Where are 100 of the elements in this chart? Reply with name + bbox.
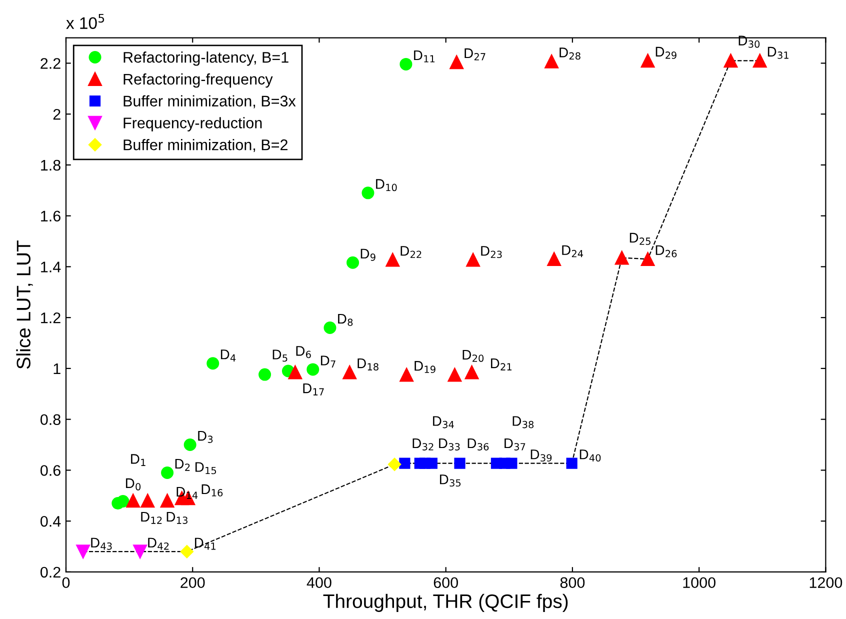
annotation: D$_{40}$ — [580, 450, 601, 462]
point — [184, 438, 196, 452]
point — [160, 494, 174, 508]
point — [362, 186, 374, 200]
point — [388, 458, 402, 471]
x-tick-label: 0 — [62, 577, 70, 588]
annotation: D$_{19}$ — [414, 361, 436, 374]
annotation: D$_{15}$ — [195, 462, 216, 474]
x-tick-label: 1200 — [810, 577, 842, 588]
point — [544, 54, 559, 68]
annotation: D$_{18}$ — [358, 358, 378, 370]
point — [724, 54, 738, 68]
point — [454, 458, 466, 469]
x-tick-label: 600 — [434, 577, 458, 588]
annotation: D$_{3}$ — [198, 431, 213, 443]
annotation: D$_{35}$ — [440, 474, 461, 487]
point — [450, 55, 464, 70]
legend-label: Refactoring-latency, B=1 — [124, 52, 288, 66]
annotation: D$_{17}$ — [303, 384, 324, 396]
annotation: D$_{39}$ — [530, 450, 552, 462]
text: x 10$^{5}$ — [66, 14, 104, 30]
annotation: D$_{42}$ — [148, 538, 169, 550]
point — [400, 58, 412, 70]
legend-label: Buffer minimization, B=2 — [124, 139, 288, 152]
y-tick-label: 0.2 — [40, 566, 60, 578]
point — [116, 494, 130, 508]
y-tick-label: 0.8 — [40, 414, 60, 426]
point — [126, 494, 140, 508]
annotation: D$_{37}$ — [504, 438, 526, 450]
x-tick-label: 400 — [306, 577, 332, 588]
point — [566, 458, 578, 469]
annotation: D$_{6}$ — [296, 346, 311, 358]
annotation: D$_{21}$ — [490, 358, 512, 370]
legend-label: Frequency-reduction — [124, 117, 262, 132]
annotation: D$_{16}$ — [202, 484, 223, 496]
point — [324, 322, 336, 334]
annotation: D$_{10}$ — [376, 179, 397, 192]
annotation: D$_{7}$ — [320, 356, 336, 368]
x-tick-label: 200 — [180, 577, 205, 588]
point — [386, 252, 400, 267]
point — [400, 368, 414, 382]
point — [258, 368, 272, 381]
x-tick-label: 800 — [560, 577, 585, 588]
point — [614, 250, 629, 265]
annotation: D$_{20}$ — [462, 350, 484, 362]
annotation: D$_{0}$ — [126, 478, 141, 490]
annotation: D$_{8}$ — [338, 314, 353, 326]
point — [306, 363, 320, 376]
point — [506, 458, 518, 469]
x-axis-title: Throughput, THR (QCIF fps) — [323, 594, 568, 612]
annotation: D$_{27}$ — [464, 48, 486, 60]
y-tick-label: 0.6 — [40, 465, 60, 476]
annotation: D$_{30}$ — [738, 36, 760, 48]
y-tick-label: 0.4 — [40, 516, 61, 527]
annotation: D$_{23}$ — [481, 246, 502, 258]
x-tick-label: 1000 — [683, 577, 716, 588]
legend-label: Refactoring-frequency — [124, 73, 273, 88]
point — [547, 252, 562, 266]
y-tick-label: 2 — [53, 108, 60, 120]
legend-label: Buffer minimization, B=3x — [124, 95, 296, 108]
annotation: D$_{2}$ — [175, 459, 190, 471]
annotation: D$_{36}$ — [468, 438, 489, 450]
point — [448, 368, 462, 382]
annotation: D$_{33}$ — [439, 438, 460, 450]
annotation: D$_{29}$ — [656, 46, 676, 59]
point — [133, 544, 148, 559]
point — [426, 458, 438, 469]
annotation: D$_{22}$ — [400, 246, 422, 258]
point — [140, 494, 155, 508]
annotation: D$_{34}$ — [433, 416, 454, 428]
y-tick-label: 1.4 — [41, 262, 61, 272]
annotation: D$_{38}$ — [512, 416, 534, 428]
point — [288, 365, 302, 380]
annotation: D$_{13}$ — [166, 512, 188, 524]
annotation: D$_{32}$ — [412, 438, 434, 450]
point — [76, 544, 90, 559]
point — [752, 54, 767, 68]
annotation: D$_{25}$ — [630, 232, 650, 245]
annotation: D$_{31}$ — [768, 46, 788, 59]
annotation: D$_{26}$ — [656, 245, 677, 258]
annotation: D$_{12}$ — [141, 512, 162, 524]
annotation: D$_{43}$ — [91, 538, 112, 550]
annotation: D$_{11}$ — [414, 50, 435, 62]
point — [640, 252, 655, 266]
annotation: D$_{9}$ — [360, 248, 376, 261]
point — [342, 365, 357, 380]
point — [399, 458, 410, 469]
point — [640, 54, 655, 68]
point — [466, 252, 480, 267]
y-tick-label: 1.8 — [41, 160, 60, 171]
annotation: D$_{1}$ — [131, 454, 146, 466]
point — [161, 466, 174, 479]
point — [180, 545, 194, 558]
y-axis-title: Slice LUT, LUT — [16, 240, 33, 369]
annotation: D$_{5}$ — [272, 350, 288, 362]
annotation: D$_{4}$ — [220, 350, 236, 362]
y-tick-label: 1.2 — [41, 312, 60, 324]
point — [206, 357, 220, 370]
y-tick-label: 1 — [54, 363, 60, 374]
annotation: D$_{28}$ — [560, 48, 580, 60]
